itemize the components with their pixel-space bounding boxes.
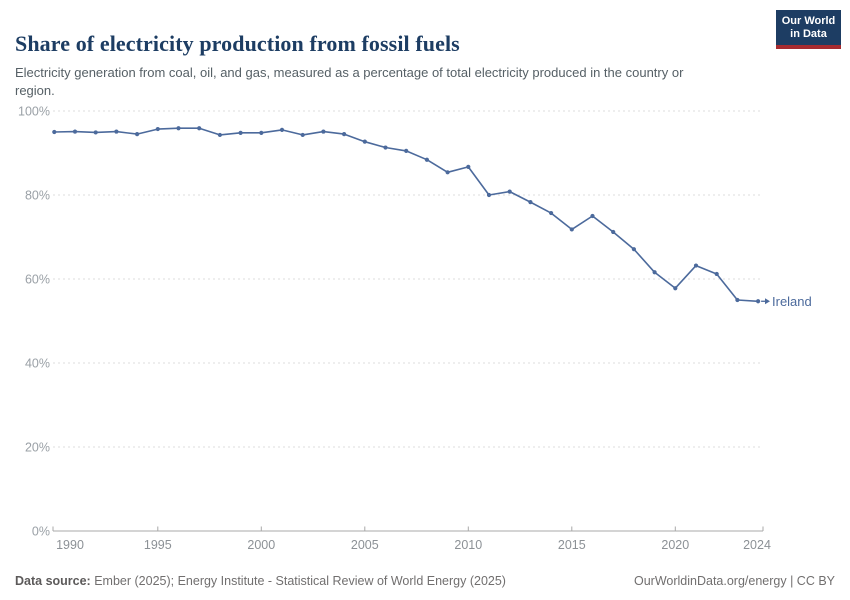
data-point-2016[interactable]	[590, 213, 595, 219]
data-point-2014[interactable]	[549, 210, 554, 216]
data-point-1998[interactable]	[217, 132, 222, 138]
y-tick-label-100: 100%	[18, 105, 50, 119]
data-source-label: Data source:	[15, 574, 91, 588]
series-line-ireland[interactable]	[54, 127, 759, 303]
data-point-2010[interactable]	[466, 164, 471, 169]
data-point-2004[interactable]	[342, 132, 347, 137]
data-point-2024[interactable]	[756, 299, 761, 304]
data-point-2022[interactable]	[714, 271, 719, 277]
chart-svg: 0% 20% 40% 60% 80% 100% 1990 1995 2000 2005 2010 20…	[18, 105, 812, 553]
data-point-2015[interactable]	[569, 227, 574, 232]
data-point-1991[interactable]	[72, 129, 78, 134]
data-point-2013[interactable]	[528, 200, 533, 205]
data-point-2011[interactable]	[486, 192, 492, 198]
data-point-1995[interactable]	[155, 126, 160, 132]
owid-logo-line2: in Data	[790, 27, 827, 40]
data-point-2000[interactable]	[259, 130, 264, 135]
credit-link[interactable]: OurWorldinData.org/energy | CC BY	[633, 574, 835, 588]
chart-footer: Data source: Ember (2025); Energy Instit…	[15, 574, 835, 588]
end-label-arrow-icon	[765, 298, 770, 305]
x-tick-label-2010: 2010	[454, 538, 482, 552]
data-point-1992[interactable]	[93, 130, 98, 135]
x-tick-label-2000: 2000	[247, 538, 275, 552]
data-point-2023[interactable]	[735, 297, 740, 303]
y-tick-label-80: 80%	[25, 189, 50, 203]
data-point-2007[interactable]	[404, 148, 409, 153]
data-point-2019[interactable]	[652, 270, 657, 275]
data-point-1993[interactable]	[114, 129, 119, 134]
series-end-label: Ireland	[772, 294, 812, 309]
y-tick-label-20: 20%	[25, 441, 50, 455]
data-point-2020[interactable]	[673, 286, 678, 291]
data-point-1999[interactable]	[238, 130, 243, 135]
owid-logo-line1: Our World	[781, 14, 836, 27]
chart-subtitle: Electricity generation from coal, oil, a…	[15, 65, 684, 99]
y-tick-label-0: 0%	[32, 525, 50, 539]
data-point-1997[interactable]	[197, 126, 202, 131]
data-point-2002[interactable]	[300, 132, 305, 138]
x-tick-label-1990: 1990	[56, 538, 84, 552]
y-tick-label-60: 60%	[25, 273, 50, 287]
data-point-2005[interactable]	[362, 139, 367, 144]
chart-area: 0% 20% 40% 60% 80% 100% 1990 1995 2000 2005 2010 20…	[0, 95, 850, 555]
y-tick-label-40: 40%	[25, 357, 50, 371]
data-point-1990[interactable]	[52, 129, 57, 135]
x-tick-label-2005: 2005	[351, 538, 379, 552]
data-point-2001[interactable]	[279, 127, 285, 132]
x-tick-label-2020: 2020	[661, 538, 689, 552]
data-point-2006[interactable]	[383, 145, 388, 150]
chart-title: Share of electricity production from fos…	[15, 30, 460, 56]
data-point-2009[interactable]	[445, 170, 450, 175]
data-point-2003[interactable]	[321, 129, 326, 134]
x-tick-label-1995: 1995	[144, 538, 172, 552]
data-point-2018[interactable]	[631, 247, 637, 252]
data-point-1994[interactable]	[135, 132, 140, 137]
data-point-2017[interactable]	[611, 229, 616, 235]
data-source-note: Data source: Ember (2025); Energy Instit…	[15, 574, 506, 588]
owid-logo[interactable]: Our World in Data	[776, 10, 841, 49]
x-tick-label-2024: 2024	[743, 538, 771, 552]
data-source-text: Ember (2025); Energy Institute - Statist…	[90, 574, 506, 588]
data-point-2012[interactable]	[507, 189, 512, 194]
x-tick-label-2015: 2015	[558, 538, 586, 552]
data-point-2021[interactable]	[693, 263, 699, 268]
data-point-2008[interactable]	[424, 157, 429, 162]
data-point-1996[interactable]	[176, 126, 181, 131]
